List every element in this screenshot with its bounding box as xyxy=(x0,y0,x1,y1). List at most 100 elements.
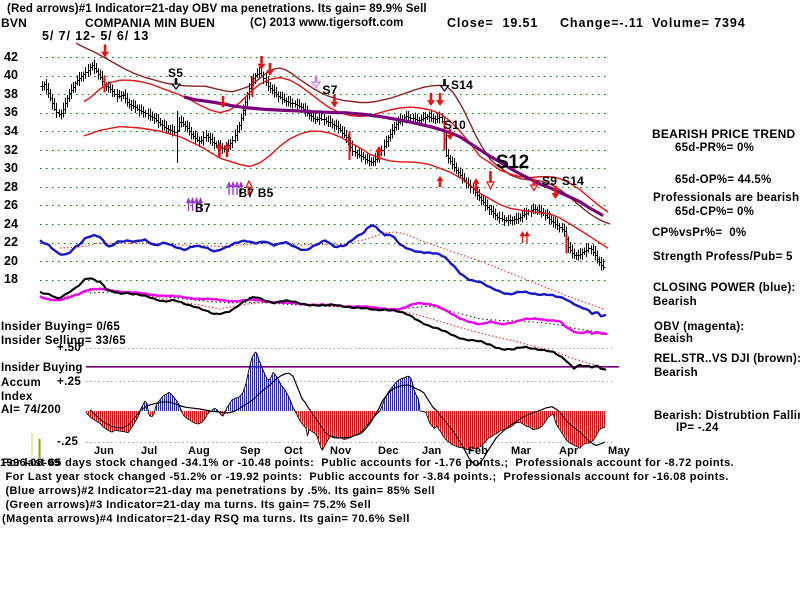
bottom-line-1: For last 65 days stock changed -34.1% or… xyxy=(2,457,735,469)
red-up-arrow xyxy=(216,142,223,157)
indicator1-legend: (Red arrows)#1 Indicator=21-day OBV ma p… xyxy=(7,3,427,15)
lilac-down-arrow xyxy=(310,75,322,89)
price-tick-28: 28 xyxy=(4,179,18,194)
ai-label: AI= 74/200 xyxy=(1,404,62,416)
black-down-arrow xyxy=(439,79,450,93)
right-panel-line-2: 65d-OP%= 44.5% xyxy=(675,174,772,187)
red-down-arrow xyxy=(427,93,435,106)
price-tick-36: 36 xyxy=(4,105,18,120)
red-up-arrow xyxy=(245,179,253,195)
purple-ma-line xyxy=(183,95,604,218)
right-panel-line-6: Strength Profess/Pub= 5 xyxy=(653,250,793,263)
price-tick-18: 18 xyxy=(4,272,18,287)
red-down-arrow xyxy=(436,93,444,106)
accum-envelope-line xyxy=(85,351,606,451)
copyright: (C) 2013 www.tigersoft.com xyxy=(250,17,404,29)
month-label-mar: Mar xyxy=(511,445,532,457)
bottom-line-3: (Blue arrows)#2 Indicator=21-day ma pene… xyxy=(2,485,435,497)
price-tick-24: 24 xyxy=(4,216,18,231)
price-tick-42: 42 xyxy=(4,49,18,64)
violet-up-arrow xyxy=(238,181,244,195)
price-tick-20: 20 xyxy=(4,253,18,268)
insider-selling-label: Insider Selling= 33/65 xyxy=(1,334,126,347)
signal-label-s5: S5 xyxy=(168,66,184,80)
red-down-arrow xyxy=(330,94,339,108)
month-label-jun: Jun xyxy=(94,445,115,457)
red-down-arrow xyxy=(101,44,109,58)
bottom-line-5: (Magenta arrows)#4 Indicator=21-day RSQ … xyxy=(2,513,410,525)
red-up-arrow xyxy=(375,146,383,160)
right-panel-line-3: Professionals are bearish xyxy=(653,191,800,204)
month-label-sep: Sep xyxy=(240,445,261,457)
right-panel-line-12: Bearish xyxy=(654,367,698,380)
plus50-label: +.50 xyxy=(57,342,82,354)
close-value: Close= 19.51 xyxy=(447,16,539,30)
plus25-label: +.25 xyxy=(57,376,82,388)
signal-label-b7b5: B7 B5 xyxy=(238,186,274,200)
signal-label-s14a: S14 xyxy=(451,77,473,92)
right-panel-line-4: 65d-CP%= 0% xyxy=(675,206,755,219)
date-range: 5/ 7/ 12- 5/ 6/ 13 xyxy=(42,29,150,43)
price-tick-30: 30 xyxy=(4,161,18,176)
violet-up-arrow xyxy=(194,197,199,211)
right-panel-line-8: Bearish xyxy=(653,296,697,309)
red-down-arrow xyxy=(257,56,266,70)
relative-strength-line xyxy=(39,277,607,371)
red-up-arrow xyxy=(472,178,480,191)
right-panel-line-5: CP%vsPr%= 0% xyxy=(652,227,747,240)
relstr-ma-dotted-line xyxy=(59,287,600,366)
right-panel-line-9: OBV (magenta): xyxy=(654,320,745,333)
black-down-arrow xyxy=(170,78,182,90)
minus25-label: -.25 xyxy=(57,436,79,448)
violet-up-arrow xyxy=(230,181,236,195)
month-label-jul: Jul xyxy=(141,445,158,457)
month-label-nov: Nov xyxy=(330,445,352,457)
accum-ma-line xyxy=(89,372,606,467)
violet-up-arrow xyxy=(226,181,232,195)
right-panel-line-1: 65d-PR%= 0% xyxy=(675,142,755,155)
month-label-aug: Aug xyxy=(188,445,210,457)
right-panel-line-10: Beaish xyxy=(654,333,694,346)
signal-label-s9: S9 xyxy=(542,173,558,188)
upper-envelope-dark-line xyxy=(75,42,611,225)
price-tick-34: 34 xyxy=(4,123,18,138)
company-name: COMPANIA MIN BUEN xyxy=(85,16,216,30)
cp-ma-dotted-line xyxy=(59,231,606,311)
signal-label-s12: S12 xyxy=(496,152,529,173)
month-label-feb: Feb xyxy=(468,445,489,457)
price-tick-32: 32 xyxy=(4,142,18,157)
red-down-arrow xyxy=(219,96,227,108)
insider-buying-line-label: Insider Buying xyxy=(1,361,83,374)
month-label-dec: Dec xyxy=(378,445,399,457)
right-panel-line-11: REL.STR..VS DJI (brown): xyxy=(654,353,800,366)
signal-label-s7: S7 xyxy=(322,83,338,97)
red-down-arrow xyxy=(446,129,454,140)
bottom-overlay-date: 1996-08-09 xyxy=(0,457,61,469)
violet-up-arrow xyxy=(234,181,240,195)
change-value: Change=-.11 xyxy=(560,16,644,30)
price-tick-22: 22 xyxy=(4,235,18,250)
red-up-arrow xyxy=(519,231,526,243)
right-panel-line-0: BEARISH PRICE TREND xyxy=(652,127,796,141)
price-tick-26: 26 xyxy=(4,198,18,213)
month-label-oct: Oct xyxy=(284,445,303,457)
signal-label-b7a: B7 xyxy=(195,201,211,215)
volume-value: Volume= 7394 xyxy=(652,16,746,30)
right-panel-line-13: Bearish: Distrubtion Falling xyxy=(654,410,800,423)
violet-up-arrow xyxy=(190,197,195,211)
obv-line xyxy=(39,287,608,336)
red-down-arrow xyxy=(266,63,274,76)
red-down-arrow xyxy=(551,186,560,199)
accum-bars-negative xyxy=(86,411,605,450)
red-down-arrow xyxy=(529,178,539,192)
signal-label-s10: S10 xyxy=(444,118,466,132)
ticker-symbol: BVN xyxy=(1,16,27,30)
upper-band-line xyxy=(83,76,609,213)
obv-ma-dotted-line xyxy=(89,291,606,334)
accum-label: Accum xyxy=(1,376,42,389)
violet-up-arrow xyxy=(186,197,191,211)
violet-up-arrow xyxy=(198,197,203,211)
right-panel-line-14: IP= -.24 xyxy=(676,421,719,434)
